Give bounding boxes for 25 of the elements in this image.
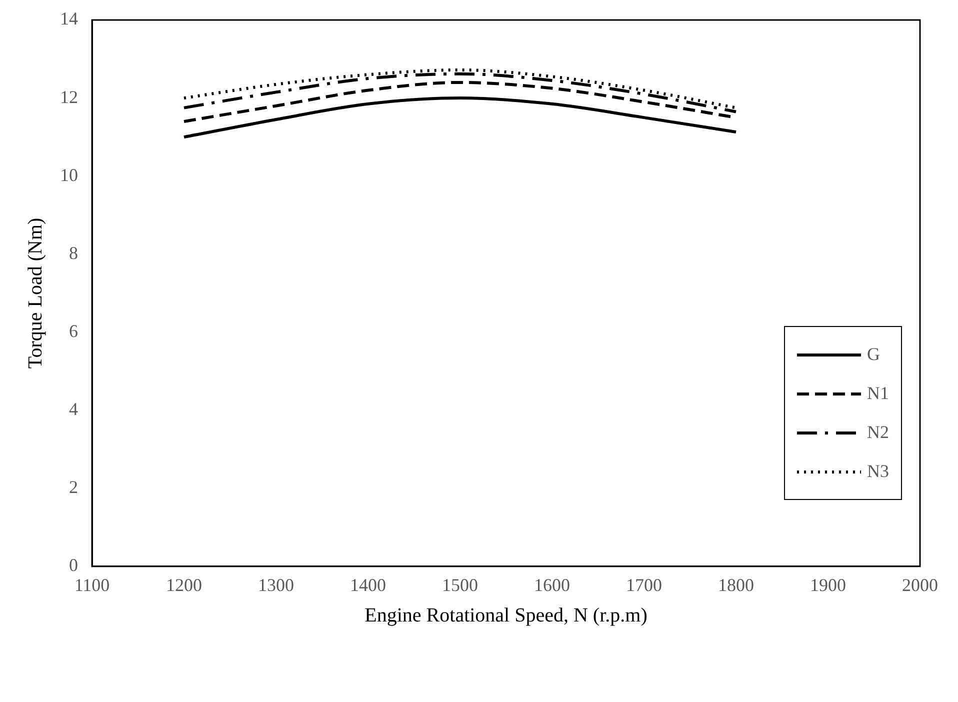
y-tick-label: 2 [69,477,78,498]
x-tick-label: 1200 [166,574,202,595]
x-tick-label: 1500 [442,574,478,595]
legend-label: N2 [867,422,889,444]
y-tick-label: 10 [60,164,78,185]
x-tick-label: 1800 [718,574,754,595]
y-axis-title: Torque Load (Nm) [24,218,46,369]
x-axis-title: Engine Rotational Speed, N (r.p.m) [364,604,648,626]
y-tick-label: 14 [60,8,78,29]
x-tick-label: 1600 [534,574,570,595]
legend-label: G [867,344,880,366]
x-tick-label: 1300 [258,574,294,595]
x-tick-label: 1100 [74,574,110,595]
legend-label: N1 [867,383,889,404]
x-tick-label: 1400 [350,574,386,595]
line-series [182,96,738,139]
x-tick-label: 1700 [626,574,662,595]
y-tick-label: 4 [69,399,78,420]
x-tick-label: 2000 [902,574,938,595]
legend-label: N3 [867,461,889,482]
y-tick-label: 6 [69,320,78,341]
y-tick-label: 8 [69,242,78,263]
y-tick-label: 0 [69,555,78,576]
x-tick-label: 1900 [810,574,846,595]
y-tick-label: 12 [60,86,78,107]
